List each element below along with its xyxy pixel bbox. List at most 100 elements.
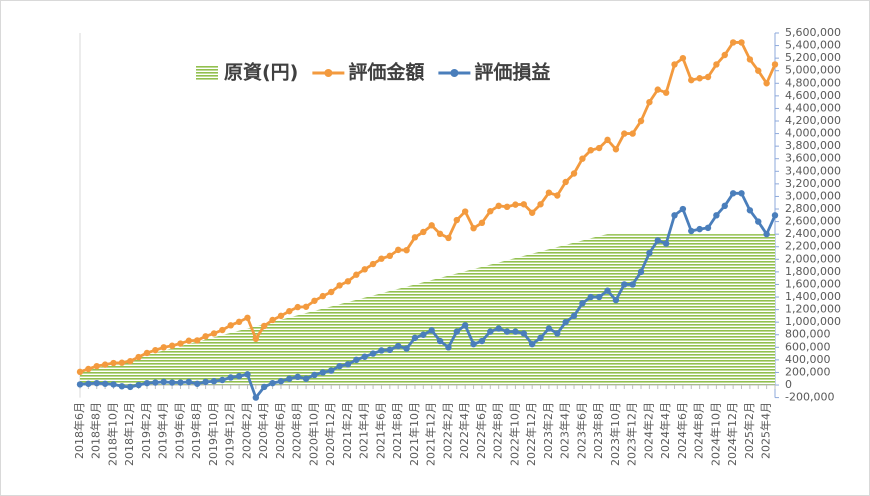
marker [579, 155, 586, 162]
y-tick-label: 3,400,000 [785, 164, 841, 177]
marker [386, 346, 394, 354]
y-tick-label: 2,800,000 [785, 202, 841, 215]
y-tick-label: -200,000 [785, 391, 834, 404]
marker [185, 378, 193, 386]
x-tick-label: 2024年4月 [658, 402, 672, 459]
marker [143, 349, 151, 357]
marker [177, 379, 184, 386]
legend-swatch [196, 65, 218, 81]
marker [219, 376, 226, 384]
marker [403, 246, 410, 254]
marker [369, 350, 377, 357]
marker [76, 381, 84, 388]
x-tick-label: 2024年2月 [641, 402, 655, 459]
marker [721, 202, 728, 210]
marker [143, 379, 151, 387]
marker [671, 212, 678, 219]
marker [353, 356, 360, 364]
marker [587, 293, 594, 301]
marker [420, 331, 427, 338]
marker [654, 237, 661, 244]
y-tick-label: 3,800,000 [785, 139, 841, 152]
marker [336, 362, 343, 370]
marker [704, 73, 712, 81]
y-tick-label: 4,600,000 [785, 89, 841, 102]
marker [738, 190, 745, 197]
marker [445, 234, 452, 242]
legend-label: 評価金額 [348, 61, 424, 84]
marker [478, 219, 486, 227]
marker [679, 205, 687, 213]
marker [679, 54, 687, 62]
marker [629, 281, 636, 288]
marker [470, 340, 477, 348]
marker [202, 333, 209, 340]
marker [436, 337, 444, 345]
marker [286, 375, 293, 382]
marker [520, 201, 527, 208]
x-tick-label: 2022年4月 [457, 402, 471, 459]
marker [763, 80, 770, 87]
legend-marker [324, 69, 333, 77]
marker [261, 322, 268, 330]
y-tick-label: 5,200,000 [785, 51, 841, 64]
area [80, 234, 775, 386]
x-tick-label: 2020年10月 [306, 402, 320, 466]
marker [269, 316, 276, 324]
x-tick-label: 2018年6月 [72, 402, 86, 459]
y-tick-label: 1,800,000 [785, 265, 841, 278]
marker [76, 368, 84, 376]
x-tick-label: 2024年6月 [675, 402, 689, 459]
marker [378, 255, 385, 262]
marker [545, 189, 553, 196]
marker [194, 380, 201, 387]
marker [487, 328, 494, 335]
marker [771, 61, 779, 68]
marker [85, 380, 92, 387]
marker [654, 86, 661, 93]
marker [612, 296, 620, 304]
marker [637, 117, 645, 125]
marker [160, 344, 167, 351]
marker [118, 383, 126, 390]
marker [579, 300, 586, 307]
marker [127, 357, 134, 365]
marker [420, 228, 427, 236]
marker [311, 371, 318, 379]
y-tick-label: 5,400,000 [785, 39, 841, 52]
marker [713, 61, 720, 68]
marker [328, 367, 335, 374]
y-tick-label: 1,000,000 [785, 315, 841, 328]
marker [646, 249, 653, 257]
marker [570, 170, 578, 177]
marker [704, 224, 712, 232]
marker [328, 288, 335, 296]
marker [336, 282, 343, 289]
marker [436, 230, 444, 238]
marker [537, 201, 544, 208]
x-tick-label: 2021年8月 [390, 402, 404, 459]
legend-label: 評価損益 [474, 61, 550, 84]
marker [637, 268, 645, 276]
legend-marker [450, 69, 459, 77]
marker [93, 362, 100, 370]
marker [127, 383, 134, 391]
y-tick-label: 3,600,000 [785, 152, 841, 165]
marker [445, 344, 452, 351]
marker [729, 190, 737, 197]
marker [168, 379, 176, 386]
marker [528, 340, 536, 348]
marker [244, 314, 251, 321]
marker [562, 178, 569, 186]
x-tick-label: 2018年10月 [105, 402, 119, 466]
x-tick-label: 2024年8月 [692, 402, 706, 459]
marker [353, 271, 360, 278]
marker [85, 365, 92, 373]
marker [428, 327, 435, 334]
marker [487, 208, 494, 215]
marker [428, 222, 435, 229]
marker [411, 234, 419, 241]
marker [763, 230, 770, 238]
y-tick-label: 2,000,000 [785, 252, 841, 265]
x-tick-label: 2021年2月 [340, 402, 354, 459]
